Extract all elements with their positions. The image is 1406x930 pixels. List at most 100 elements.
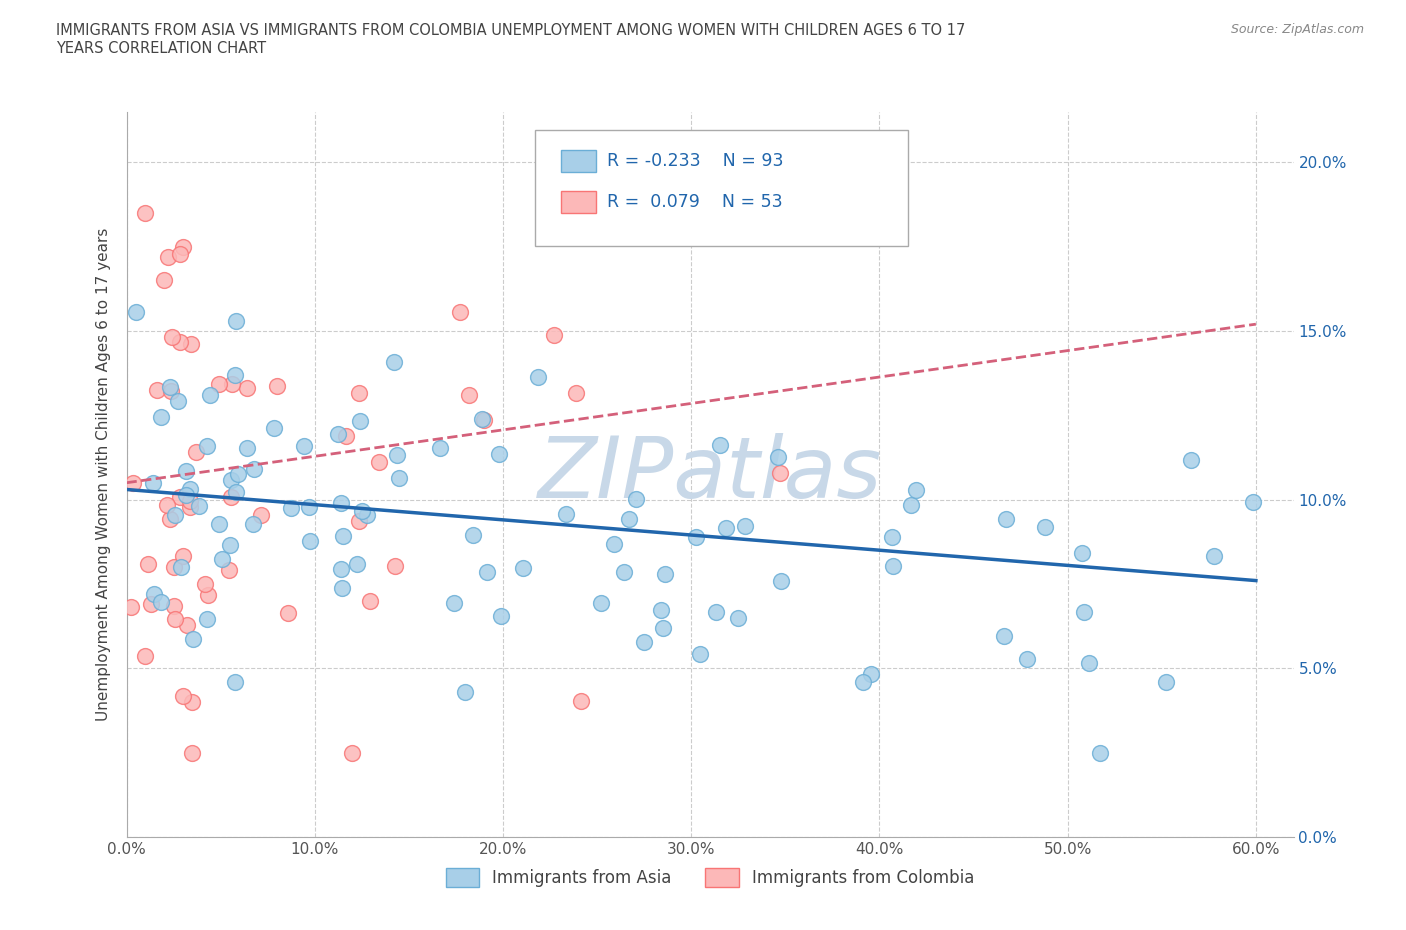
Point: [225, 485, 247, 499]
Point: [134, 206, 156, 220]
Bar: [561, 192, 596, 213]
Point: [1202, 549, 1225, 564]
Point: [488, 446, 510, 461]
Bar: [561, 150, 596, 172]
Text: ZIPatlas: ZIPatlas: [538, 432, 882, 516]
Point: [330, 496, 353, 511]
Point: [124, 305, 146, 320]
Point: [224, 368, 246, 383]
Point: [218, 538, 240, 552]
Point: [349, 414, 371, 429]
Point: [221, 377, 243, 392]
Point: [900, 498, 922, 512]
Point: [153, 272, 176, 287]
Text: R =  0.079    N = 53: R = 0.079 N = 53: [607, 193, 783, 211]
Point: [347, 514, 370, 529]
Point: [569, 694, 592, 709]
Point: [243, 462, 266, 477]
Point: [179, 494, 201, 509]
Point: [169, 334, 191, 349]
Point: [250, 507, 273, 522]
Point: [1088, 745, 1111, 760]
Point: [224, 675, 246, 690]
Point: [195, 438, 218, 453]
Y-axis label: Unemployment Among Women with Children Ages 6 to 17 years: Unemployment Among Women with Children A…: [96, 228, 111, 721]
Point: [335, 429, 357, 444]
Point: [197, 587, 219, 602]
Point: [1180, 453, 1202, 468]
Point: [650, 603, 672, 618]
Point: [589, 595, 612, 610]
Point: [449, 305, 471, 320]
Point: [766, 449, 789, 464]
Point: [994, 512, 1017, 526]
Point: [208, 377, 231, 392]
Point: [388, 471, 411, 485]
Point: [905, 483, 928, 498]
Point: [163, 612, 186, 627]
Point: [221, 472, 243, 487]
Point: [993, 629, 1015, 644]
Point: [139, 597, 162, 612]
Point: [211, 551, 233, 566]
Legend: Immigrants from Asia, Immigrants from Colombia: Immigrants from Asia, Immigrants from Co…: [439, 861, 981, 894]
Point: [709, 438, 731, 453]
Point: [122, 476, 145, 491]
Point: [458, 388, 481, 403]
Point: [149, 410, 172, 425]
Point: [136, 557, 159, 572]
Point: [689, 646, 711, 661]
Point: [356, 508, 378, 523]
Point: [145, 382, 167, 397]
Point: [554, 507, 576, 522]
Point: [1073, 604, 1095, 619]
Text: Source: ZipAtlas.com: Source: ZipAtlas.com: [1230, 23, 1364, 36]
Point: [443, 596, 465, 611]
Point: [172, 239, 194, 254]
Point: [332, 528, 354, 543]
Point: [181, 695, 204, 710]
Point: [1071, 545, 1094, 560]
Point: [564, 386, 586, 401]
Point: [633, 634, 655, 649]
Point: [489, 609, 512, 624]
Point: [180, 337, 202, 352]
Point: [685, 529, 707, 544]
Point: [277, 605, 299, 620]
Point: [454, 684, 477, 699]
Point: [160, 329, 183, 344]
Point: [120, 600, 142, 615]
Point: [543, 328, 565, 343]
Point: [181, 745, 204, 760]
Point: [1156, 675, 1178, 690]
Point: [219, 489, 242, 504]
Point: [225, 313, 247, 328]
Point: [299, 534, 322, 549]
Point: [156, 249, 179, 264]
Text: IMMIGRANTS FROM ASIA VS IMMIGRANTS FROM COLOMBIA UNEMPLOYMENT AMONG WOMEN WITH C: IMMIGRANTS FROM ASIA VS IMMIGRANTS FROM …: [56, 23, 966, 56]
Point: [179, 482, 201, 497]
Point: [384, 559, 406, 574]
Point: [263, 420, 285, 435]
Point: [242, 517, 264, 532]
Point: [704, 604, 727, 619]
Point: [181, 631, 204, 646]
Point: [149, 594, 172, 609]
Point: [472, 413, 495, 428]
Point: [882, 530, 904, 545]
Point: [163, 560, 186, 575]
Point: [1035, 519, 1057, 534]
Point: [330, 581, 353, 596]
Point: [385, 447, 408, 462]
Point: [169, 489, 191, 504]
Point: [143, 586, 166, 601]
Point: [176, 618, 198, 633]
Point: [613, 565, 636, 579]
Point: [654, 567, 676, 582]
Point: [235, 441, 257, 456]
Point: [167, 393, 190, 408]
Point: [160, 383, 183, 398]
Point: [603, 537, 626, 551]
Point: [159, 512, 181, 526]
Point: [619, 512, 641, 526]
